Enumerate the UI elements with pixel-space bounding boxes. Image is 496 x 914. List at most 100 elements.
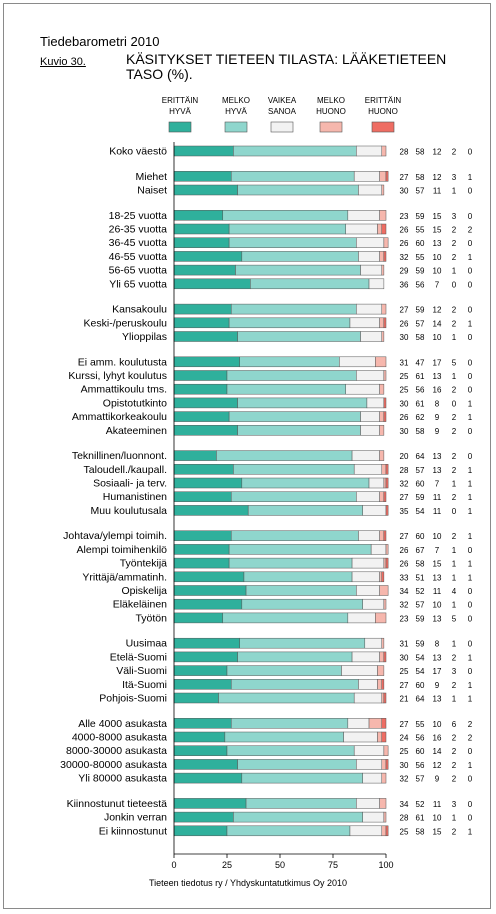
value-label: 25 xyxy=(400,667,409,676)
value-label: 0 xyxy=(468,814,473,823)
bar-segment xyxy=(241,598,363,610)
bar-segment xyxy=(241,477,370,489)
value-label: 1 xyxy=(468,399,473,408)
value-label: 59 xyxy=(416,493,425,502)
bar-segment xyxy=(383,477,387,489)
bar-segment xyxy=(235,264,361,276)
bar-segment xyxy=(173,759,238,770)
bar-segment xyxy=(383,237,389,248)
bar-segment xyxy=(381,464,387,475)
row-label: Miehet xyxy=(135,171,167,183)
bar-segment xyxy=(379,425,385,436)
bar-segment xyxy=(173,811,234,823)
bar-segment xyxy=(366,397,385,409)
value-label: 1 xyxy=(452,601,457,610)
bar-segment xyxy=(383,370,387,381)
bar-segment xyxy=(173,798,247,809)
value-label: 11 xyxy=(433,800,442,809)
value-label: 26 xyxy=(400,319,409,328)
value-label: 2 xyxy=(452,466,457,475)
value-label: 11 xyxy=(433,187,442,196)
bar-segment xyxy=(224,731,344,743)
value-label: 1 xyxy=(468,493,473,502)
value-label: 1 xyxy=(468,319,473,328)
bar-segment xyxy=(360,331,383,342)
row-label: Alempi toimihenkilö xyxy=(77,544,168,556)
value-label: 10 xyxy=(433,720,442,729)
value-label: 8 xyxy=(435,399,440,408)
bar-segment xyxy=(216,450,353,461)
bar-segment xyxy=(341,665,378,676)
bar-segment xyxy=(237,651,353,663)
value-label: 28 xyxy=(400,466,409,475)
row-label: 8000-30000 asukasta xyxy=(66,745,167,757)
bar-segment xyxy=(377,223,383,235)
bar-segment xyxy=(173,679,232,690)
value-label: 2 xyxy=(452,452,457,461)
legend-swatch xyxy=(270,121,294,133)
value-label: 10 xyxy=(433,267,442,276)
value-label: 61 xyxy=(416,814,425,823)
value-label: 2 xyxy=(468,720,473,729)
value-label: 2 xyxy=(452,532,457,541)
row-label: Uusimaa xyxy=(126,638,168,650)
bar-segment xyxy=(383,811,387,823)
value-label: 15 xyxy=(433,212,442,221)
row-label: Opiskelija xyxy=(121,585,167,597)
value-label: 0 xyxy=(468,775,473,784)
row-label: Työntekijä xyxy=(120,558,167,570)
value-label: 9 xyxy=(435,775,440,784)
bar-segment xyxy=(356,303,383,315)
value-label: 7 xyxy=(435,480,440,489)
value-label: 0 xyxy=(468,212,473,221)
value-label: 30 xyxy=(400,653,409,662)
value-label: 11 xyxy=(433,587,442,596)
value-label: 60 xyxy=(416,747,425,756)
bar-segment xyxy=(385,505,389,516)
row-label: Ammattikorkeakoulu xyxy=(72,411,167,423)
bar-segment xyxy=(241,251,359,262)
value-label: 5 xyxy=(452,358,457,367)
bar-segment xyxy=(381,637,385,649)
legend-label-line2: HUONO xyxy=(316,107,346,116)
value-label: 0 xyxy=(468,148,473,157)
bar-segment xyxy=(173,718,232,729)
bar-segment xyxy=(375,356,387,368)
row-label: Taloudell./kaupall. xyxy=(84,464,167,476)
bar-segment xyxy=(173,237,230,248)
bar-segment xyxy=(379,251,385,262)
value-label: 15 xyxy=(433,226,442,235)
bar-segment xyxy=(226,383,346,395)
value-label: 67 xyxy=(416,546,425,555)
legend-label-line2: HYVÄ xyxy=(169,107,191,116)
bar-segment xyxy=(379,383,385,395)
bar-segment xyxy=(379,450,385,461)
row-label: Yli 80000 asukasta xyxy=(78,773,167,785)
bar-segment xyxy=(173,772,243,784)
bar-segment xyxy=(222,612,349,624)
value-label: 10 xyxy=(433,253,442,262)
bar-segment xyxy=(381,731,387,743)
x-tick-label: 75 xyxy=(328,860,338,870)
bar-segment xyxy=(358,530,380,541)
x-tick-label: 0 xyxy=(171,860,176,870)
value-label: 0 xyxy=(468,267,473,276)
bar-segment xyxy=(358,251,380,262)
bar-segment xyxy=(241,772,363,784)
value-label: 14 xyxy=(433,319,442,328)
bar-segment xyxy=(356,237,385,248)
bar-segment xyxy=(381,772,387,784)
bar-segment xyxy=(173,264,236,276)
value-label: 0 xyxy=(468,280,473,289)
bar-segment xyxy=(173,585,247,596)
x-tick-label: 50 xyxy=(275,860,285,870)
value-label: 11 xyxy=(433,507,442,516)
value-label: 1 xyxy=(452,546,457,555)
row-label: Ei amm. koulutusta xyxy=(78,356,167,368)
value-label: 12 xyxy=(433,148,442,157)
bar-segment xyxy=(370,544,387,555)
value-label: 12 xyxy=(433,761,442,770)
row-label: Teknillinen/luonnont. xyxy=(72,450,167,462)
value-label: 58 xyxy=(416,427,425,436)
